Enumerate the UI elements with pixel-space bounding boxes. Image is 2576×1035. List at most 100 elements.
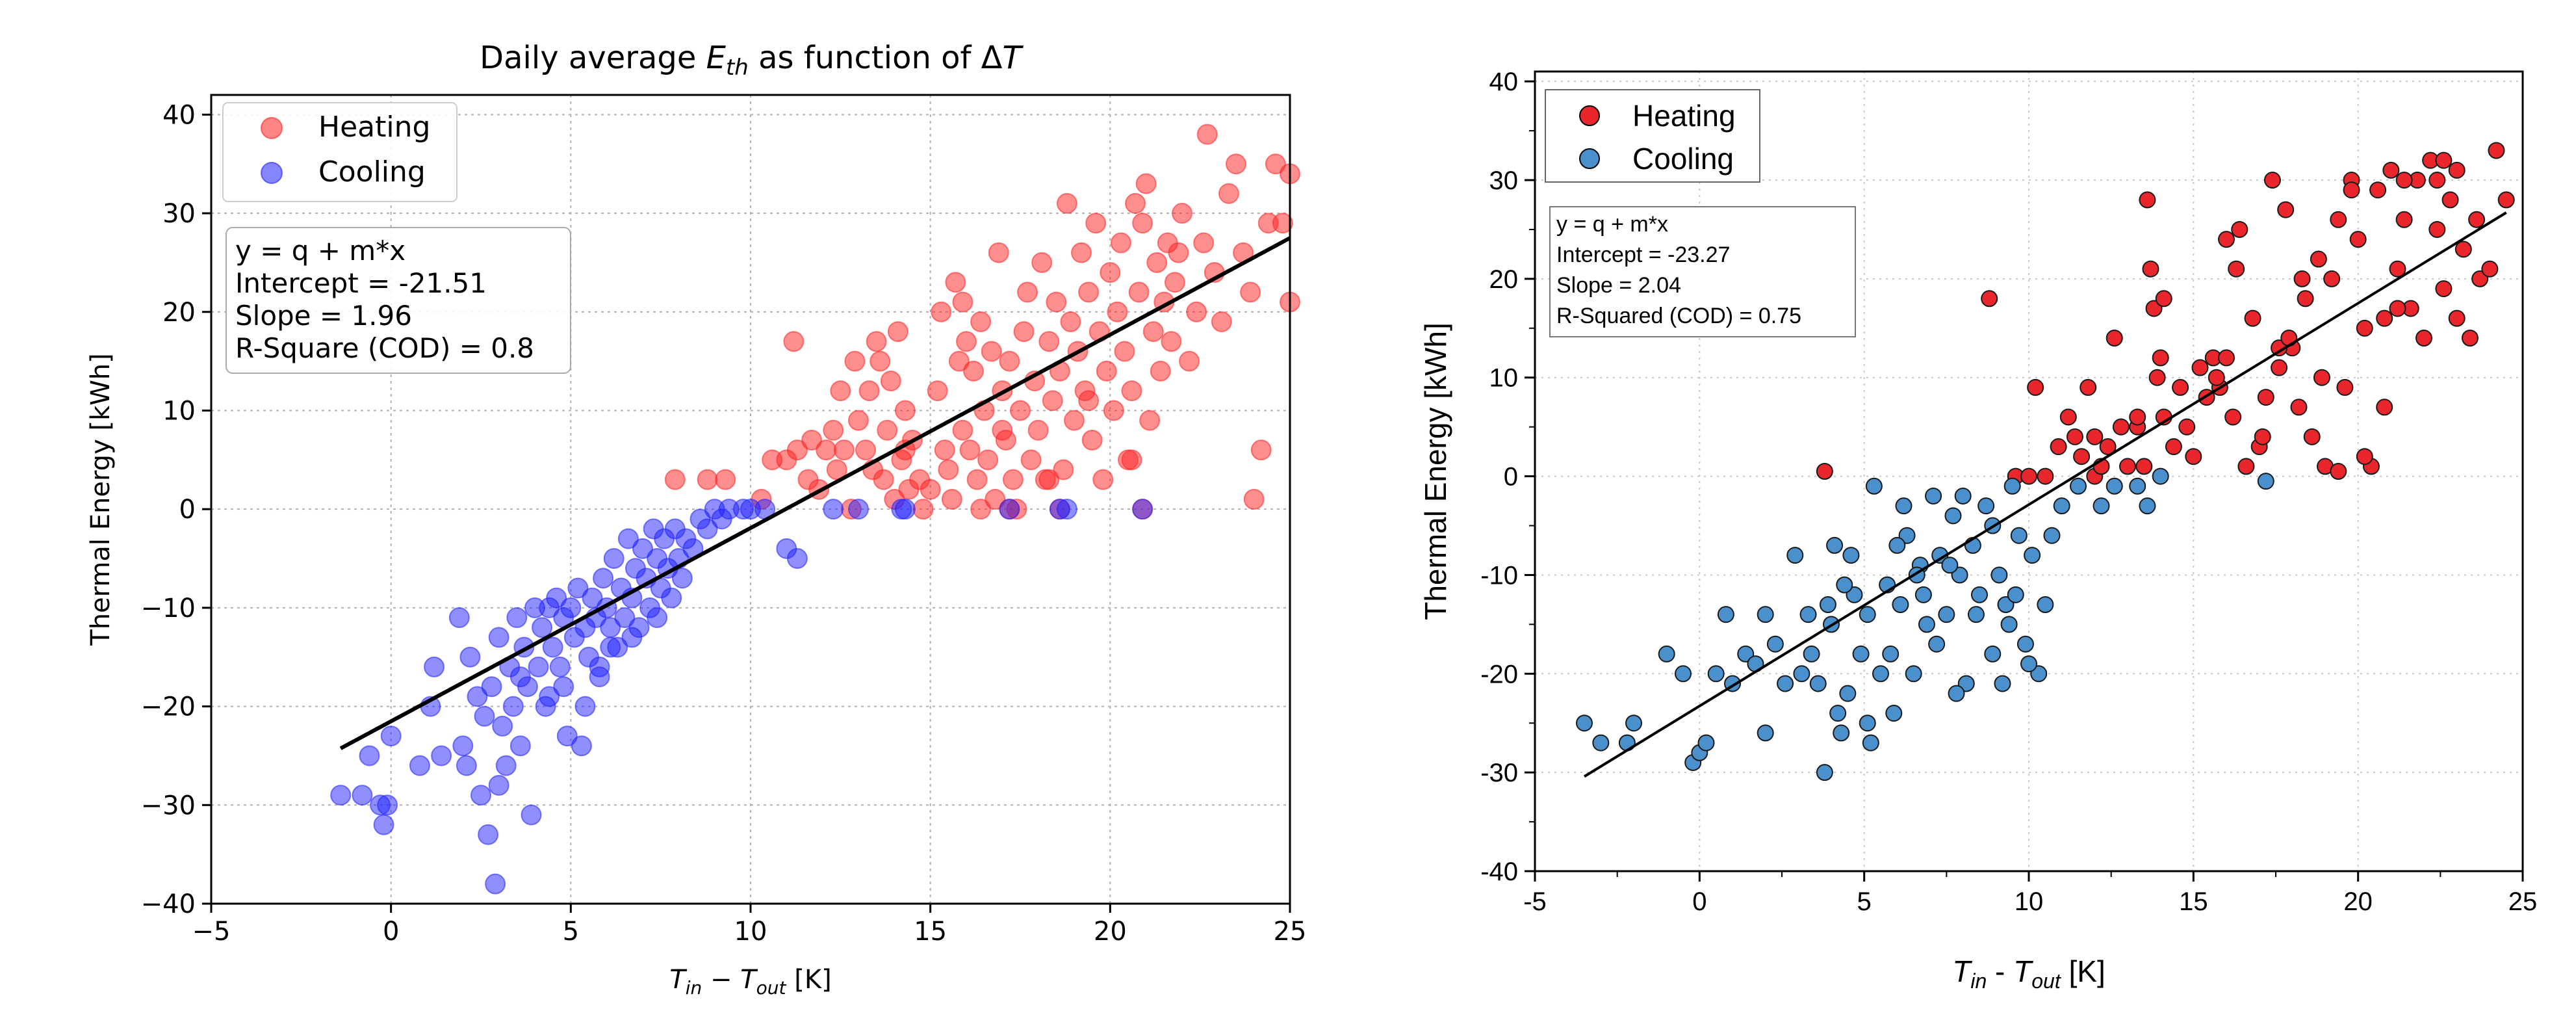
right-heating-point	[2389, 260, 2406, 278]
right-cooling-point	[1829, 705, 1847, 722]
right-annotation-line-1: y = q + m*x	[1556, 212, 1668, 237]
right-heating-point	[2349, 231, 2367, 248]
right-heating-point	[2428, 172, 2446, 189]
right-heating-point	[2254, 428, 2271, 445]
right-cooling-point	[1852, 645, 1870, 662]
right-heating-point	[2142, 260, 2159, 278]
right-heating-point	[2454, 241, 2472, 258]
left-heating-point	[1085, 213, 1107, 234]
right-cooling-point	[1836, 576, 1853, 594]
left-cooling-point	[697, 518, 718, 540]
right-heating-point	[2488, 142, 2505, 159]
right-heating-point	[2323, 270, 2341, 287]
right-heating-point	[2027, 378, 2044, 396]
right-legend-box	[1545, 89, 1760, 183]
left-cooling-point	[647, 607, 668, 629]
right-cooling-point	[2152, 467, 2169, 485]
right-y-tick-label: 0	[1504, 463, 1518, 491]
left-heating-point	[1128, 282, 1150, 303]
left-heating-point	[963, 360, 985, 382]
left-heating-point	[844, 350, 866, 372]
right-heating-point	[2099, 438, 2117, 456]
right-heating-point	[2435, 280, 2453, 298]
right-y-tick-label: 40	[1489, 68, 1519, 96]
right-heating-point	[2415, 330, 2432, 347]
left-points	[330, 124, 1300, 895]
left-legend-heating-marker	[261, 117, 283, 139]
left-heating-point	[938, 459, 959, 480]
right-heating-point	[2073, 448, 2091, 465]
right-cooling-point	[1977, 497, 1995, 515]
left-cooling-point	[556, 726, 578, 747]
left-heating-point	[1056, 192, 1077, 214]
right-heating-point	[2129, 408, 2146, 426]
right-x-tick-label: 0	[1692, 887, 1707, 916]
right-cooling-point	[2024, 547, 2041, 564]
left-y-tick-label: 30	[162, 199, 196, 229]
right-y-tick-label: -40	[1480, 858, 1518, 886]
right-cooling-point	[1994, 675, 2011, 692]
right-cooling-point	[1707, 665, 1725, 683]
left-heating-point	[1186, 301, 1207, 322]
left-heating-point	[833, 439, 855, 461]
left-heating-point	[952, 291, 973, 313]
right-heating-point	[2112, 418, 2130, 436]
right-heating-point	[2145, 300, 2163, 317]
right-cooling-point	[1928, 635, 1946, 653]
right-heating-point	[2059, 408, 2077, 426]
right-heating-point	[2369, 181, 2387, 199]
left-heating-point	[945, 272, 966, 293]
left-cooling-point	[495, 755, 517, 776]
right-heating-point	[2165, 438, 2182, 456]
left-heating-point	[869, 350, 891, 372]
left-heating-point	[1017, 282, 1038, 303]
right-cooling-point	[2053, 497, 2070, 515]
right-regression-line	[1583, 211, 2507, 778]
left-heating-point	[786, 439, 808, 461]
left-legend-heating-label: Heating	[318, 111, 430, 144]
left-cooling-point	[999, 499, 1020, 520]
left-heating-point	[920, 478, 941, 500]
right-heating-point	[2244, 309, 2261, 327]
left-cooling-point	[492, 715, 513, 737]
left-heating-point	[848, 410, 869, 431]
left-annotation-line-1: y = q + m*x	[235, 235, 406, 267]
right-cooling-point	[1757, 724, 1774, 742]
right-cooling-point	[1846, 586, 1863, 603]
right-cooling-point	[1842, 547, 1860, 564]
right-x-axis-label: Tin - Tout [K]	[1952, 954, 2106, 993]
left-chart: −5 0 5 10 15 20 25 −40 −30 −20 −10 0 10 20 30 40 Daily …	[86, 40, 1306, 999]
right-cooling-point	[1859, 606, 1876, 623]
left-heating-point	[1121, 380, 1142, 402]
right-heating-point	[2271, 359, 2288, 376]
left-cooling-point	[593, 568, 614, 589]
left-heating-point	[1265, 153, 1286, 175]
left-y-tick-label: 40	[162, 100, 196, 130]
left-cooling-point	[574, 696, 596, 717]
right-cooling-point	[2093, 497, 2110, 515]
left-cooling-point	[614, 607, 636, 629]
right-cooling-point	[2007, 586, 2024, 603]
left-cooling-point	[409, 755, 430, 776]
left-heating-point	[1100, 262, 1121, 283]
left-heating-point	[999, 350, 1020, 372]
right-heating-point	[2376, 309, 2393, 327]
right-heating-point	[2468, 211, 2486, 228]
left-cooling-point	[546, 587, 567, 609]
right-heating-point	[2155, 290, 2172, 308]
left-heating-point	[1092, 469, 1114, 490]
right-cooling-point	[1839, 685, 1857, 702]
left-heating-point	[1142, 321, 1164, 343]
left-heating-point	[1146, 252, 1168, 273]
left-heating-point	[801, 429, 823, 451]
right-cooling-point	[2139, 497, 2156, 515]
right-cooling-point	[1984, 645, 2002, 662]
right-cooling-point	[1914, 586, 1932, 603]
right-heating-point	[2148, 369, 2166, 386]
left-legend: Heating Cooling	[222, 102, 457, 202]
left-x-tick-label: 10	[734, 917, 767, 947]
left-heating-point	[970, 311, 992, 332]
left-heating-point	[1150, 360, 1171, 382]
left-heating-point	[858, 380, 880, 402]
